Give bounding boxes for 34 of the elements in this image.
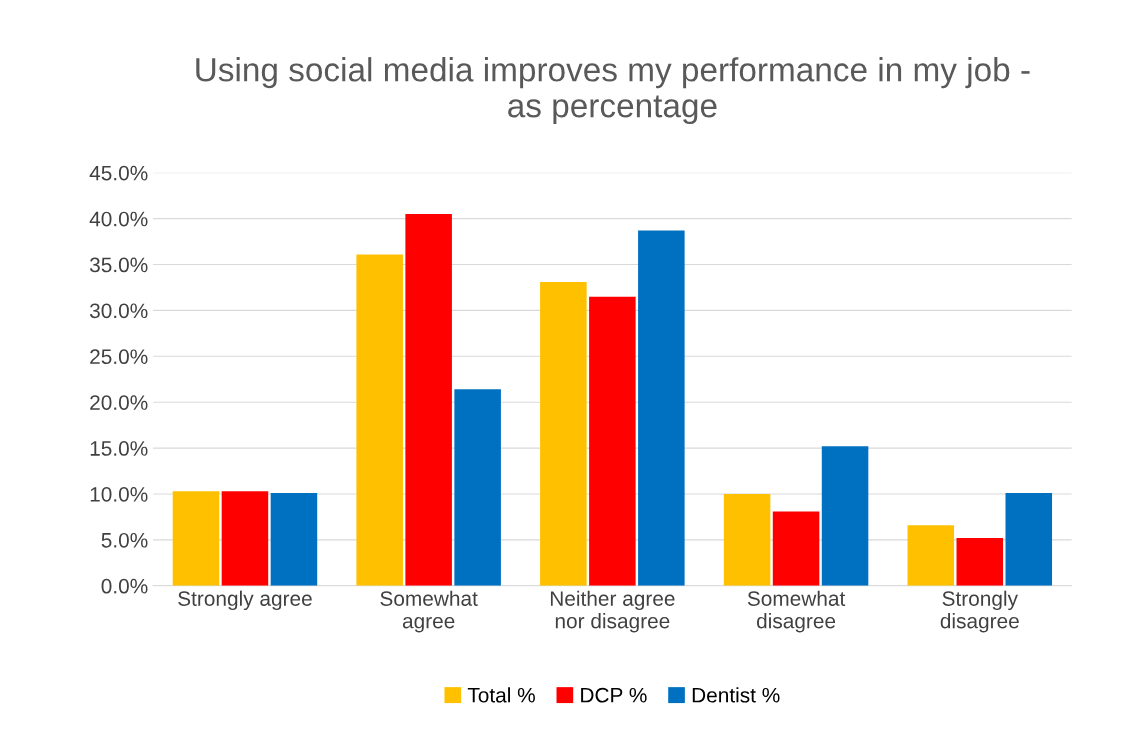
- y-tick-label: 35.0%: [89, 257, 148, 273]
- y-tick-label: 30.0%: [89, 303, 148, 319]
- y-tick-label: 15.0%: [90, 441, 148, 456]
- bar: [821, 446, 869, 586]
- bar: [638, 230, 685, 586]
- y-tick-label: 45.0%: [89, 165, 148, 181]
- y-tick-label: 40.0%: [89, 211, 148, 227]
- chart-title: Using social media improves my performance in my job - as percentage: [196, 57, 1030, 125]
- y-tick-label: 5.0%: [101, 532, 148, 548]
- bar: [270, 493, 318, 586]
- bar: [907, 525, 955, 586]
- bar: [454, 389, 501, 586]
- x-tick-label: Strongly disagree: [940, 590, 1019, 633]
- x-tick-label: Neither agree nor disagree: [550, 590, 675, 633]
- x-tick-label: Somewhat disagree: [747, 590, 846, 633]
- bar: [589, 296, 636, 586]
- x-tick-label: Somewhat agree: [380, 590, 478, 633]
- y-tick-label: 0.0%: [101, 578, 148, 594]
- y-tick-label: 25.0%: [90, 349, 148, 365]
- x-tick-label: Strongly agree: [178, 590, 312, 611]
- bar: [772, 511, 820, 586]
- bar: [356, 254, 403, 586]
- legend-label: Total %: [467, 687, 535, 703]
- bar: [540, 281, 587, 586]
- bar: [405, 214, 452, 586]
- legend-label: DCP %: [581, 687, 647, 703]
- bar: [1005, 493, 1053, 586]
- bar: [723, 493, 771, 586]
- legend-label: Dentist %: [692, 687, 780, 703]
- bar: [172, 491, 220, 586]
- bar: [221, 491, 269, 586]
- y-tick-label: 20.0%: [90, 395, 148, 410]
- y-tick-label: 10.0%: [90, 486, 148, 502]
- bar: [956, 538, 1004, 586]
